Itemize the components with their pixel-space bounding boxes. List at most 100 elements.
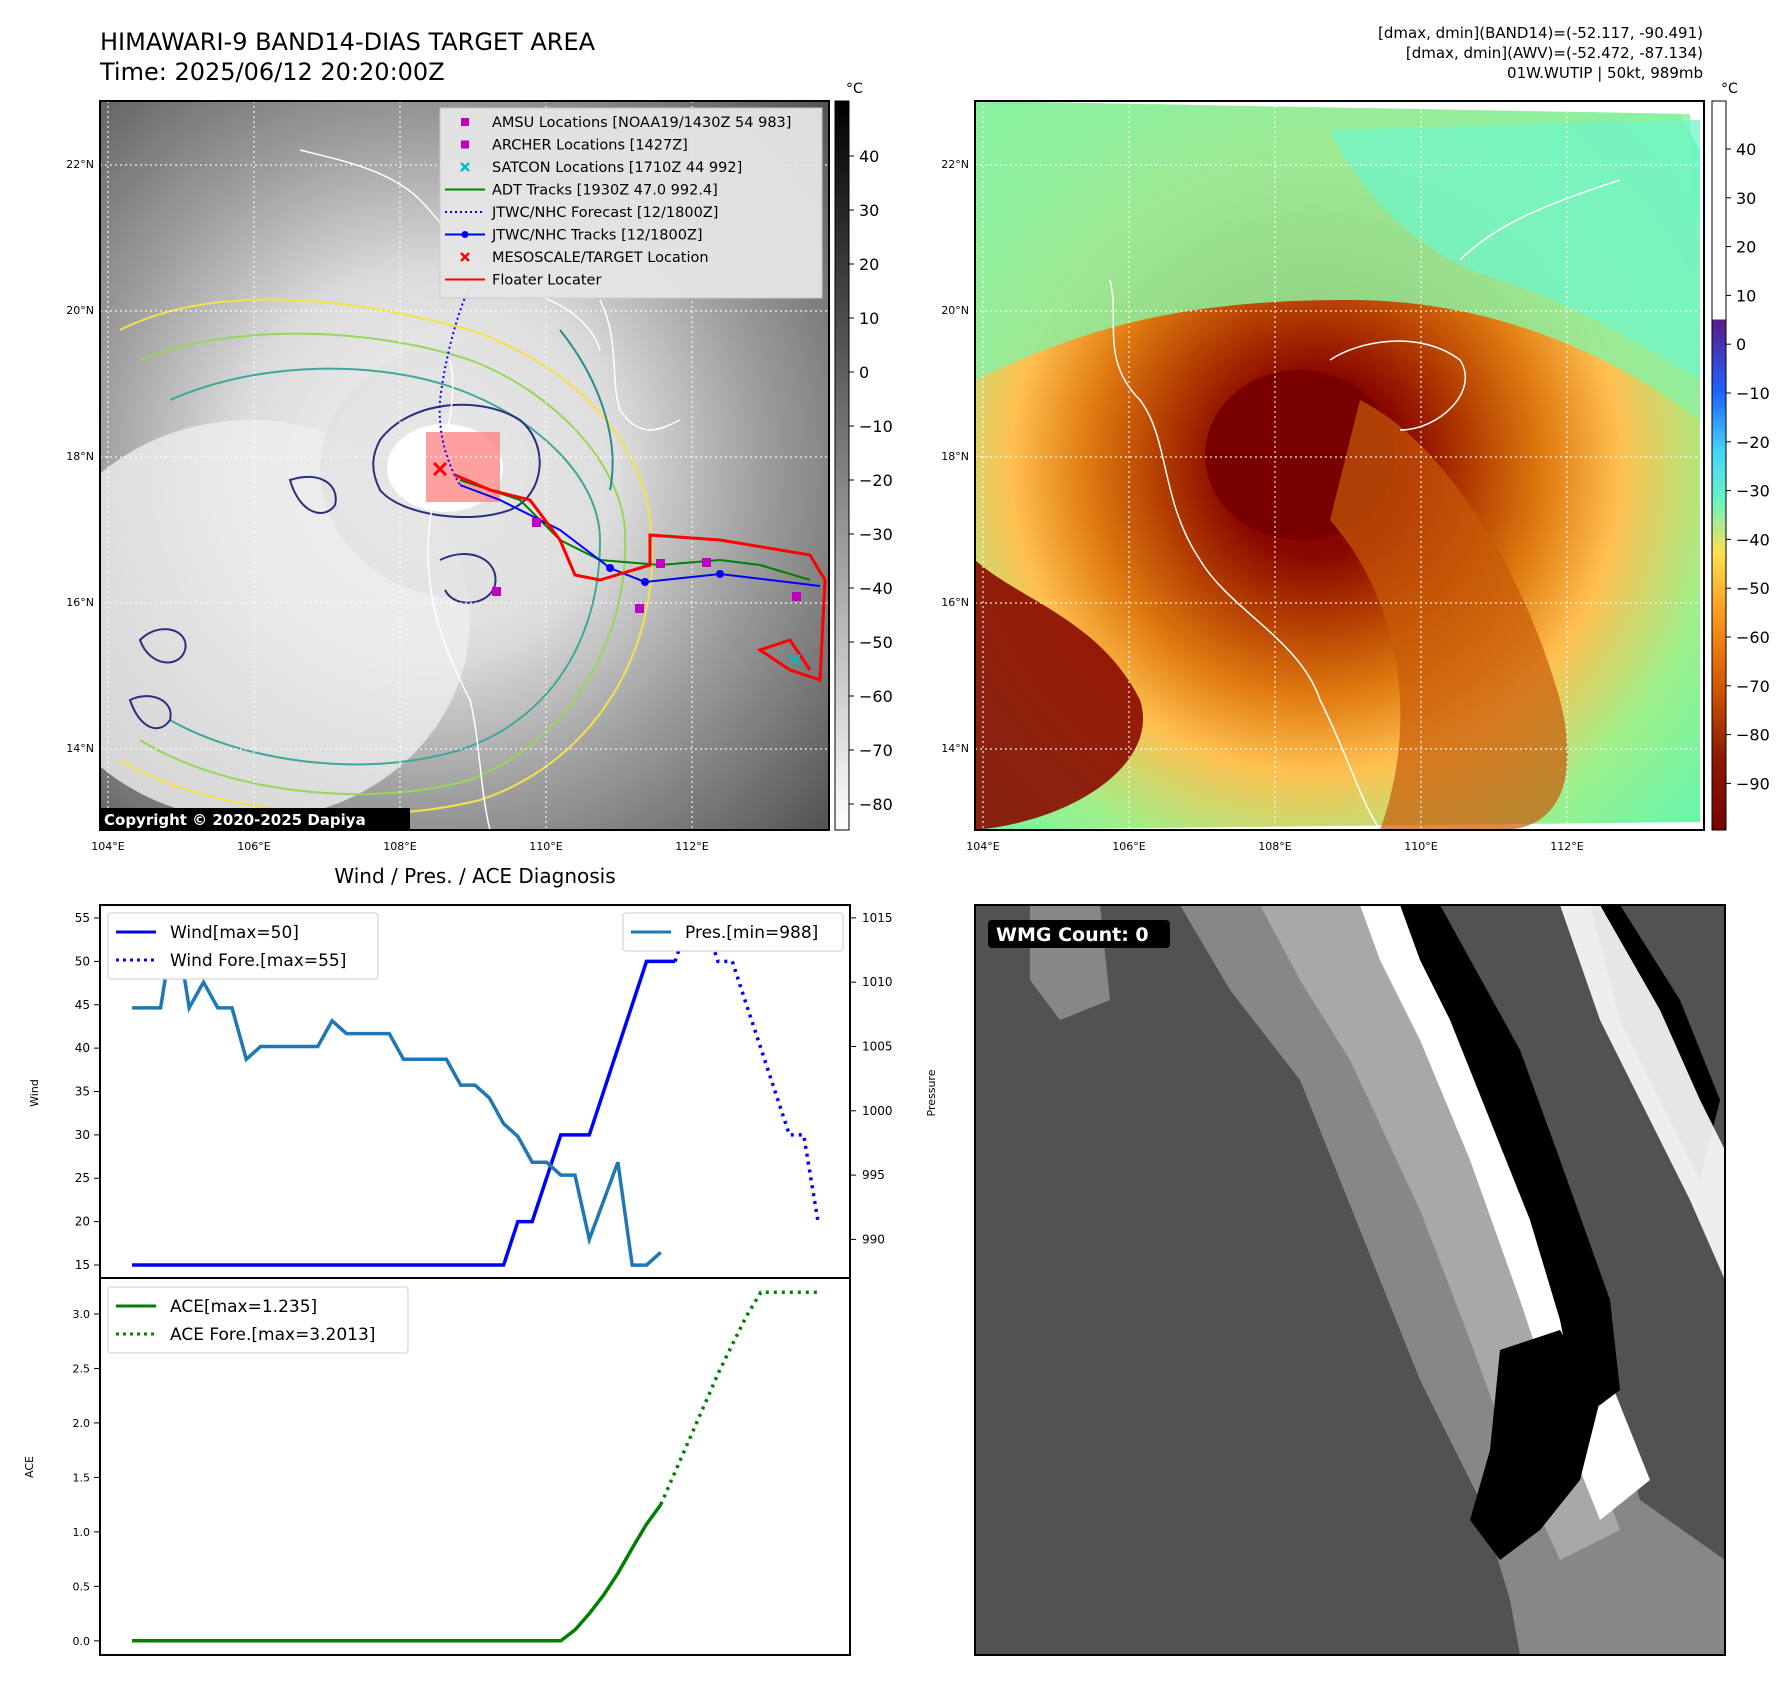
lon-tick: 108°E (1258, 840, 1291, 853)
colorbar-unit-left: °C (846, 81, 863, 97)
ace-tick-label: 1.0 (73, 1526, 91, 1539)
ace-panel: 0.0 0.5 1.0 1.5 2.0 2.5 3.0 ACE ACE[max=1.235]… (23, 1277, 851, 1656)
copyright: Copyright © 2020-2025 Dapiya (104, 811, 366, 829)
legend-entries: AMSU Locations [NOAA19/1430Z 54 983] ARCH… (445, 115, 791, 289)
wind-tick-label: 15 (75, 1258, 90, 1272)
lat-tick: 16°N (941, 596, 969, 609)
ace-tick-label: 0.0 (73, 1635, 91, 1648)
pressure-tick-label: 995 (862, 1168, 885, 1182)
copyright-box (100, 808, 410, 830)
awv-map-frame (974, 100, 1705, 831)
wind-fore-legend: Wind Fore.[max=55] (170, 951, 346, 971)
figure-time: Time: 2025/06/12 20:20:00Z (99, 58, 445, 86)
diagnosis-title: Wind / Pres. / ACE Diagnosis (334, 864, 615, 888)
colorbar-tick-label: −40 (859, 579, 893, 598)
wind-legend-box (107, 912, 379, 980)
lon-tick: 108°E (383, 840, 416, 853)
wind-pressure-panel: 55 50 45 40 35 30 25 20 15 1015 1010 1005 1000 995 990… (28, 904, 938, 1279)
pressure-axis-label: Pressure (925, 1069, 938, 1116)
colorbar-left-ticks: 40 30 20 10 0 −10 −20 −30 −40 −50 −60 −70 −80 (849, 147, 893, 814)
ace-tick-label: 3.0 (73, 1308, 91, 1321)
ace-tick-label: 0.5 (73, 1580, 91, 1593)
colorbar-tick-label: −70 (859, 741, 893, 760)
info-awv: [dmax, dmin](AWV)=(-52.472, -87.134) (1406, 44, 1703, 62)
wmg-count: WMG Count: 0 (996, 924, 1149, 946)
colorbar-tick-label: −80 (859, 795, 893, 814)
wind-tick-label: 30 (75, 1128, 90, 1142)
colorbar-tick-label: 40 (859, 147, 879, 166)
legend-marker (460, 252, 470, 262)
lat-tick: 18°N (941, 450, 969, 463)
wind-tick-label: 40 (75, 1041, 90, 1055)
wind-tick-label: 25 (75, 1171, 90, 1185)
lon-tick: 112°E (1550, 840, 1583, 853)
colorbar-unit-right: °C (1721, 81, 1738, 97)
legend-label: Floater Locater (492, 273, 601, 289)
lon-tick: 110°E (529, 840, 562, 853)
info-band14: [dmax, dmin](BAND14)=(-52.117, -90.491) (1378, 24, 1703, 42)
wind-tick-label: 20 (75, 1215, 90, 1229)
lat-tick: 22°N (941, 158, 969, 171)
colorbar-tick-label: −80 (1736, 726, 1770, 745)
ace-legend: ACE[max=1.235] (170, 1297, 317, 1317)
lat-tick: 14°N (941, 742, 969, 755)
wind-tick-label: 35 (75, 1085, 90, 1099)
wind-line (132, 959, 676, 1267)
colorbar-tick-label: −10 (859, 417, 893, 436)
legend-label: JTWC/NHC Tracks [12/1800Z] (491, 228, 703, 244)
ace-line (132, 1503, 663, 1643)
legend-entry: Floater Locater (445, 273, 601, 289)
awv-map-panel: 22°N 20°N 18°N 16°N 14°N 104°E 106°E 108… (941, 81, 1770, 853)
legend-label: MESOSCALE/TARGET Location (492, 250, 709, 266)
satcon-markers (789, 654, 801, 666)
lat-tick: 16°N (66, 596, 94, 609)
legend-entry: SATCON Locations [1710Z 44 992] (460, 160, 742, 176)
colorbar-tick-label: −20 (1736, 433, 1770, 452)
colorbar-tick-label: −60 (859, 687, 893, 706)
legend-label: JTWC/NHC Forecast [12/1800Z] (491, 205, 718, 221)
amsu-archer-markers (492, 518, 801, 613)
lat-tick: 20°N (941, 304, 969, 317)
colorbar-tick-label: 10 (859, 309, 879, 328)
ir-map-frame (99, 100, 830, 831)
pres-legend: Pres.[min=988] (685, 923, 818, 943)
wind-tick-label: 50 (75, 954, 90, 968)
ace-plot: 0.0 0.5 1.0 1.5 2.0 2.5 3.0 (73, 1290, 818, 1648)
colorbar-tick-label: −50 (1736, 579, 1770, 598)
map-legend: AMSU Locations [NOAA19/1430Z 54 983] ARCH… (439, 107, 823, 299)
legend-entry: ARCHER Locations [1427Z] (461, 138, 688, 154)
colorbar-tick-label: 30 (859, 201, 879, 220)
colorbar-tick-label: −20 (859, 471, 893, 490)
ace-tick-label: 2.5 (73, 1362, 91, 1375)
legend-entry: JTWC/NHC Tracks [12/1800Z] (445, 228, 703, 244)
colorbar-tick-label: −40 (1736, 530, 1770, 549)
colorbar-tick-label: 0 (1736, 335, 1746, 354)
legend-entry: MESOSCALE/TARGET Location (460, 250, 709, 266)
lon-tick: 110°E (1404, 840, 1437, 853)
colorbar-tick-label: 40 (1736, 140, 1756, 159)
legend-label: ARCHER Locations [1427Z] (492, 138, 688, 154)
lat-tick: 20°N (66, 304, 94, 317)
legend-entry: ADT Tracks [1930Z 47.0 992.4] (445, 183, 718, 199)
wmg-panel: WMG Count: 0 (974, 904, 1726, 1656)
ace-axis-label: ACE (23, 1456, 36, 1478)
lat-tick: 18°N (66, 450, 94, 463)
colorbar-tick-label: −70 (1736, 677, 1770, 696)
legend-entry: AMSU Locations [NOAA19/1430Z 54 983] (461, 115, 791, 131)
colorbar-tick-label: −30 (1736, 482, 1770, 501)
ace-fore-legend: ACE Fore.[max=3.2013] (170, 1325, 375, 1345)
colorbar-left (834, 100, 850, 831)
ace-forecast-line (659, 1290, 818, 1506)
legend-marker (461, 118, 469, 126)
pressure-tick-label: 1000 (862, 1104, 893, 1118)
adt-track (459, 479, 811, 581)
lat-tick: 22°N (66, 158, 94, 171)
pressure-tick-label: 990 (862, 1232, 885, 1246)
legend-label: ADT Tracks [1930Z 47.0 992.4] (492, 183, 718, 199)
colorbar-tick-label: −60 (1736, 628, 1770, 647)
wind-tick-label: 45 (75, 998, 90, 1012)
ace-legend-box (107, 1286, 409, 1354)
wmg-count-box (988, 920, 1170, 948)
info-storm: 01W.WUTIP | 50kt, 989mb (1507, 64, 1703, 82)
colorbar-tick-label: −10 (1736, 384, 1770, 403)
